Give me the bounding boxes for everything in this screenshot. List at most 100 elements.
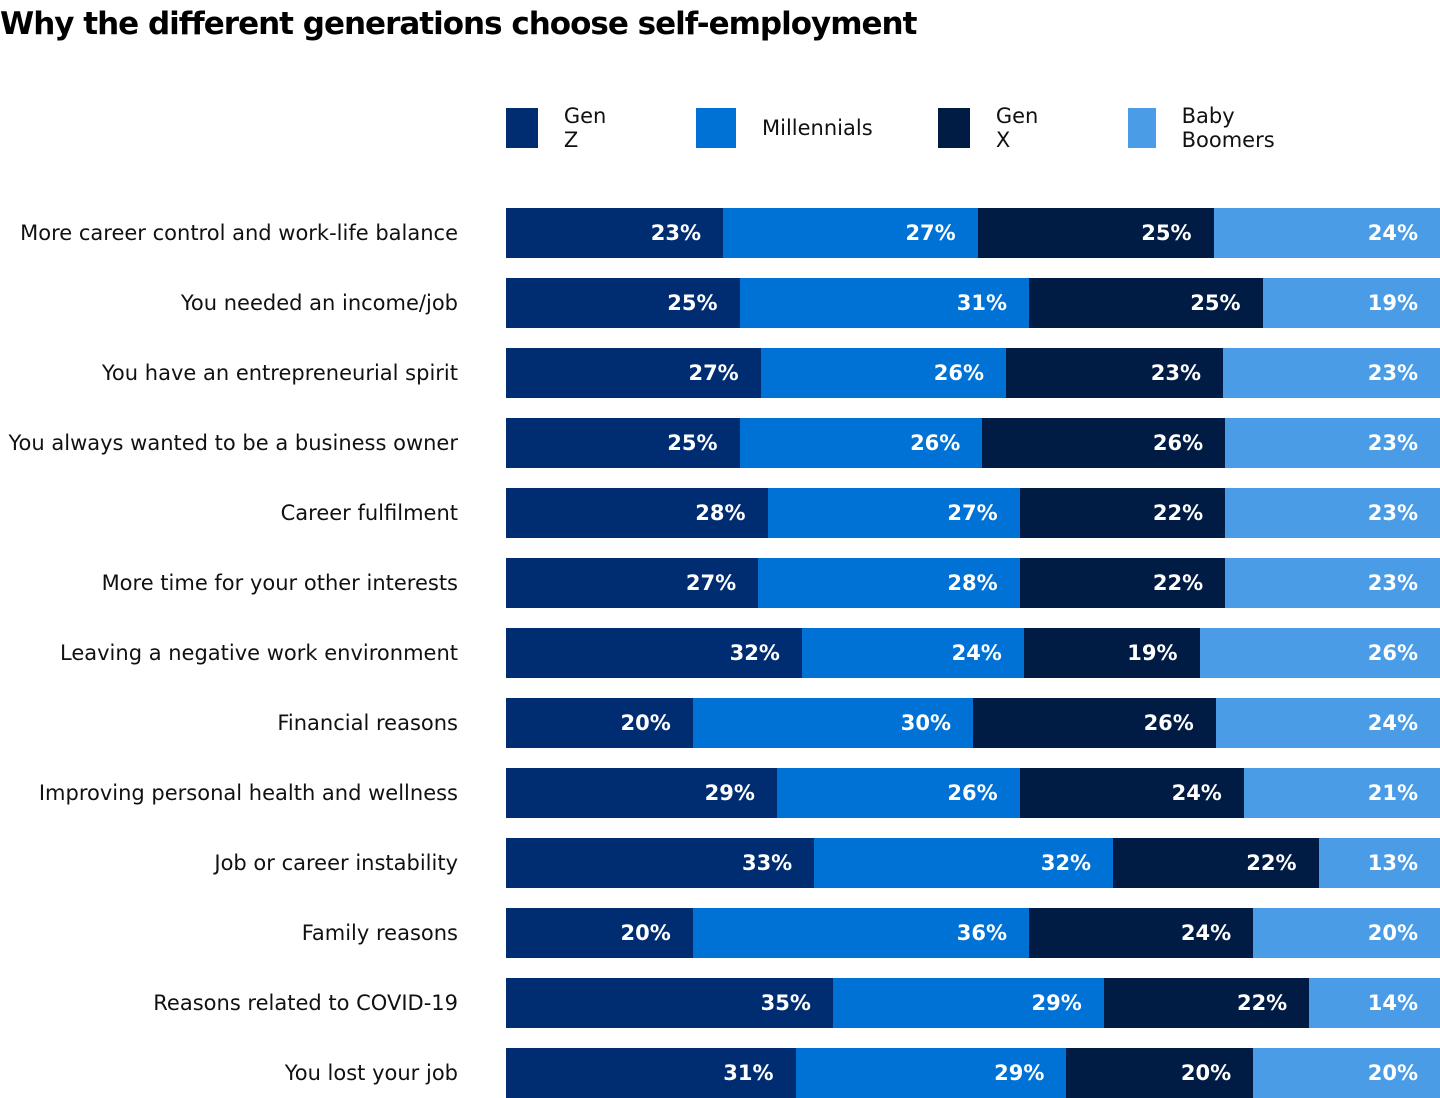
data-label: 24% bbox=[1367, 711, 1418, 735]
bar-segment: 25% bbox=[506, 278, 740, 328]
data-label: 20% bbox=[620, 711, 671, 735]
data-label: 22% bbox=[1236, 991, 1288, 1015]
bar-segment: 20% bbox=[1253, 1048, 1440, 1098]
bar-segment: 19% bbox=[1023, 628, 1200, 678]
data-label: 26% bbox=[1152, 431, 1204, 455]
bar-segment: 32% bbox=[814, 838, 1114, 888]
bar-segment: 21% bbox=[1243, 768, 1440, 818]
legend-swatch bbox=[506, 108, 538, 148]
legend-label: Gen Z bbox=[563, 104, 607, 152]
data-label: 32% bbox=[729, 641, 780, 665]
bar-segment: 25% bbox=[977, 208, 1214, 258]
category-label: Job or career instability bbox=[214, 851, 458, 875]
bar-segment: 27% bbox=[506, 348, 761, 398]
bar-segment: 36% bbox=[692, 908, 1030, 958]
data-label: 27% bbox=[947, 501, 998, 525]
legend-label: Millennials bbox=[762, 116, 873, 140]
chart-title: Why the different generations choose sel… bbox=[0, 6, 917, 42]
category-label: Financial reasons bbox=[277, 711, 458, 735]
category-label: More career control and work-life balanc… bbox=[20, 221, 458, 245]
data-label: 25% bbox=[667, 431, 718, 455]
data-label: 20% bbox=[620, 921, 671, 945]
legend-swatch bbox=[1128, 108, 1156, 148]
bar-segment: 23% bbox=[1225, 418, 1440, 468]
legend-label: Gen X bbox=[995, 104, 1039, 152]
legend-item: Millennials bbox=[696, 108, 873, 148]
bar-segment: 24% bbox=[1029, 908, 1254, 958]
data-label: 21% bbox=[1367, 781, 1418, 805]
bar-segment: 28% bbox=[758, 558, 1020, 608]
data-label: 24% bbox=[951, 641, 1002, 665]
data-label: 24% bbox=[1367, 221, 1418, 245]
data-label: 24% bbox=[1180, 921, 1232, 945]
data-label: 20% bbox=[1367, 921, 1418, 945]
category-label: Leaving a negative work environment bbox=[60, 641, 458, 665]
legend-swatch bbox=[938, 108, 970, 148]
bar-segment: 23% bbox=[1225, 488, 1440, 538]
bar-segment: 33% bbox=[506, 838, 815, 888]
bar-segment: 31% bbox=[739, 278, 1030, 328]
data-label: 33% bbox=[741, 851, 793, 875]
data-label: 24% bbox=[1171, 781, 1222, 805]
bar-segment: 27% bbox=[506, 558, 759, 608]
data-label: 27% bbox=[688, 361, 739, 385]
bar-segment: 27% bbox=[767, 488, 1020, 538]
data-label: 20% bbox=[1367, 1061, 1418, 1085]
data-label: 27% bbox=[685, 571, 737, 595]
category-label: Improving personal health and wellness bbox=[38, 781, 458, 805]
bar-segment: 28% bbox=[506, 488, 768, 538]
bar-segment: 24% bbox=[1019, 768, 1244, 818]
bar-segment: 23% bbox=[506, 208, 723, 258]
bar-segment: 30% bbox=[692, 698, 973, 748]
legend-item: Baby Boomers bbox=[1128, 104, 1287, 152]
category-label: More time for your other interests bbox=[101, 571, 458, 595]
data-label: 36% bbox=[956, 921, 1008, 945]
bar-segment: 20% bbox=[1253, 908, 1440, 958]
bar-segment: 26% bbox=[760, 348, 1006, 398]
data-label: 23% bbox=[1150, 361, 1201, 385]
legend-swatch bbox=[696, 108, 736, 148]
category-label: You lost your job bbox=[284, 1061, 458, 1085]
data-label: 25% bbox=[1141, 221, 1192, 245]
bar-segment: 23% bbox=[1225, 558, 1440, 608]
bar-segment: 31% bbox=[506, 1048, 796, 1098]
bar-segment: 29% bbox=[832, 978, 1104, 1028]
category-label: You needed an income/job bbox=[180, 291, 458, 315]
data-label: 29% bbox=[994, 1061, 1045, 1085]
bar-segment: 22% bbox=[1113, 838, 1319, 888]
bar-segment: 26% bbox=[776, 768, 1020, 818]
bar-segment: 35% bbox=[506, 978, 833, 1028]
data-label: 23% bbox=[1367, 571, 1418, 595]
category-label: You always wanted to be a business owner bbox=[8, 431, 459, 455]
bar-segment: 25% bbox=[1029, 278, 1263, 328]
bar-segment: 20% bbox=[506, 698, 693, 748]
data-label: 19% bbox=[1367, 291, 1418, 315]
data-label: 31% bbox=[956, 291, 1008, 315]
data-label: 13% bbox=[1367, 851, 1418, 875]
data-label: 26% bbox=[933, 361, 984, 385]
data-label: 28% bbox=[695, 501, 746, 525]
category-label: Family reasons bbox=[301, 921, 458, 945]
data-label: 31% bbox=[723, 1061, 774, 1085]
data-label: 29% bbox=[1031, 991, 1082, 1015]
data-label: 26% bbox=[1367, 641, 1418, 665]
bar-segment: 26% bbox=[973, 698, 1216, 748]
legend-label: Baby Boomers bbox=[1181, 104, 1275, 152]
category-label: You have an entrepreneurial spirit bbox=[101, 361, 458, 385]
bar-segment: 24% bbox=[801, 628, 1024, 678]
bar-segment: 26% bbox=[982, 418, 1226, 468]
data-label: 23% bbox=[1367, 431, 1418, 455]
bar-segment: 19% bbox=[1262, 278, 1440, 328]
data-label: 23% bbox=[1367, 361, 1418, 385]
data-label: 28% bbox=[947, 571, 998, 595]
data-label: 29% bbox=[704, 781, 755, 805]
data-label: 26% bbox=[1143, 711, 1194, 735]
legend-item: Gen Z bbox=[506, 104, 615, 152]
data-label: 22% bbox=[1152, 501, 1204, 525]
bar-segment: 24% bbox=[1213, 208, 1440, 258]
bar-segment: 25% bbox=[506, 418, 740, 468]
bar-segment: 29% bbox=[795, 1048, 1067, 1098]
data-label: 26% bbox=[947, 781, 998, 805]
data-label: 26% bbox=[910, 431, 961, 455]
bar-segment: 23% bbox=[1223, 348, 1440, 398]
